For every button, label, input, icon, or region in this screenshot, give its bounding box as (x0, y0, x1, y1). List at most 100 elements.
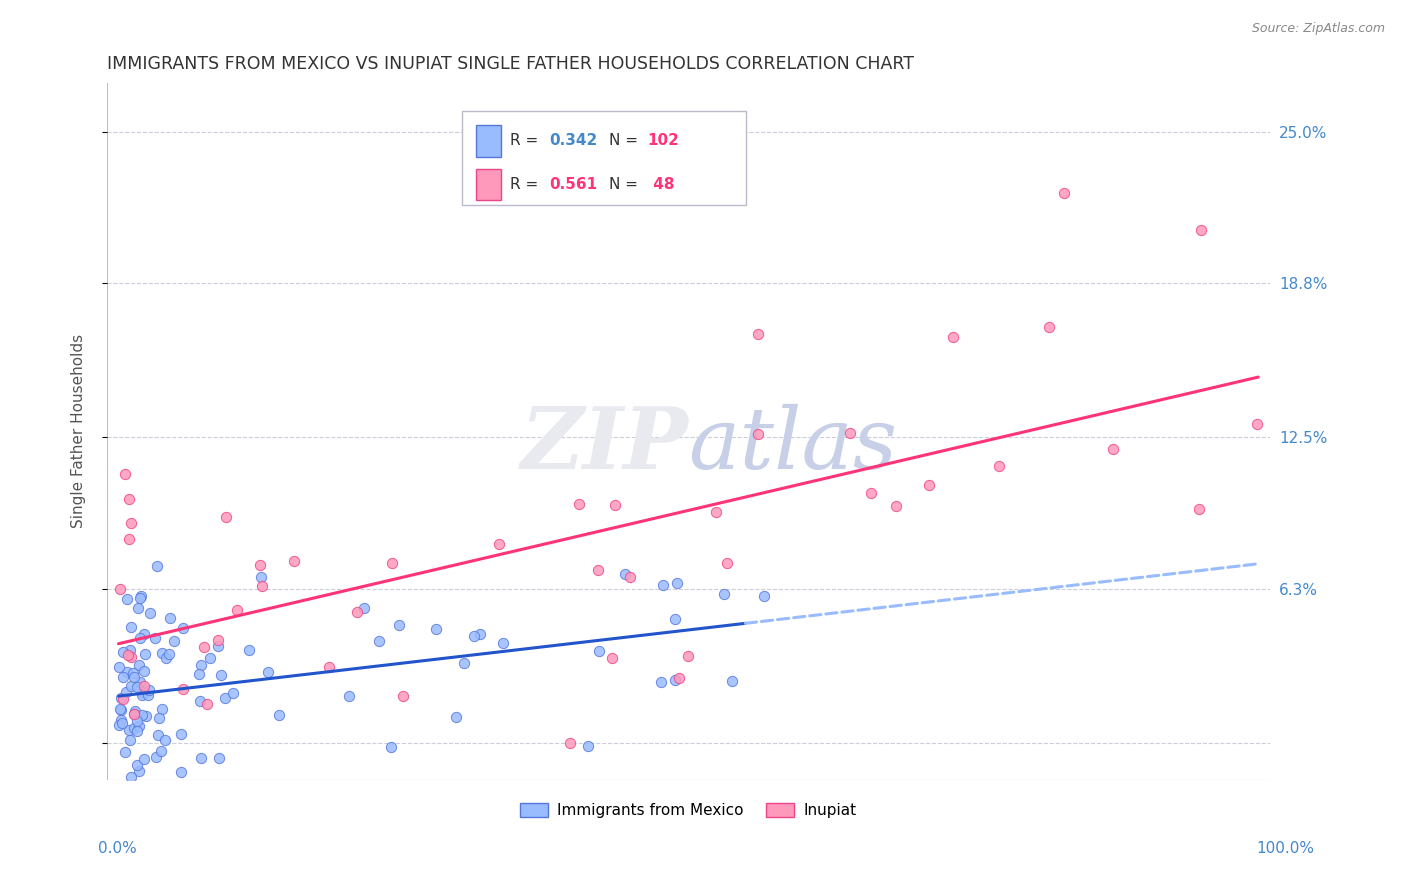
Point (346, 605, 368, 619)
Point (619, 570, 641, 584)
Bar (475, 169, 501, 200)
Point (214, 690, 236, 705)
Point (713, 587, 735, 601)
Point (143, 631, 166, 645)
Point (136, 688, 159, 702)
Point (392, 690, 415, 704)
Point (666, 576, 689, 591)
Point (222, 685, 245, 699)
Point (142, 785, 165, 799)
Point (1101, 442, 1123, 456)
Point (1053, 186, 1076, 200)
Point (463, 629, 485, 643)
Text: N =: N = (609, 177, 643, 192)
Point (256, 665, 278, 679)
Point (600, 651, 623, 665)
Point (112, 645, 135, 659)
Point (752, 589, 775, 603)
Point (884, 500, 907, 514)
Point (453, 656, 475, 670)
Point (190, 751, 212, 765)
FancyBboxPatch shape (461, 111, 747, 205)
Point (128, 764, 150, 778)
Point (209, 667, 232, 681)
Point (190, 694, 212, 708)
Point (120, 649, 142, 664)
Point (146, 728, 169, 742)
Point (747, 426, 769, 441)
Point (318, 659, 340, 673)
Point (115, 685, 138, 699)
Point (172, 621, 194, 635)
Point (132, 664, 155, 678)
Point (188, 667, 211, 681)
Point (198, 651, 221, 665)
Point (152, 646, 174, 660)
Point (127, 680, 149, 694)
Point (128, 658, 150, 673)
Point (146, 559, 169, 574)
Point (650, 674, 672, 689)
Point (614, 567, 637, 582)
Point (226, 603, 249, 617)
Point (135, 709, 157, 723)
Point (131, 708, 153, 723)
Point (676, 649, 699, 664)
Text: 100.0%: 100.0% (1257, 841, 1315, 856)
Point (132, 626, 155, 640)
Point (207, 632, 229, 647)
Point (120, 620, 142, 634)
Point (153, 782, 176, 797)
Point (652, 578, 675, 592)
Point (131, 685, 153, 699)
Point (568, 497, 591, 511)
Point (576, 739, 599, 753)
Point (108, 718, 131, 732)
Point (124, 704, 146, 718)
Point (193, 640, 215, 654)
Point (153, 733, 176, 747)
Point (1038, 320, 1060, 334)
Point (987, 458, 1010, 473)
Point (720, 674, 742, 689)
Text: atlas: atlas (689, 404, 897, 486)
Point (134, 648, 156, 662)
Point (110, 582, 132, 597)
Point (195, 698, 218, 712)
Point (132, 752, 155, 766)
Point (664, 612, 686, 626)
Point (704, 505, 727, 519)
Point (664, 673, 686, 688)
Point (425, 622, 447, 636)
Point (110, 713, 132, 727)
Point (283, 554, 305, 568)
Point (127, 758, 149, 772)
Point (238, 643, 260, 657)
Point (860, 485, 883, 500)
Point (125, 723, 148, 738)
Point (110, 702, 132, 716)
Point (367, 633, 389, 648)
Point (558, 736, 581, 750)
Point (125, 714, 148, 728)
Point (215, 510, 238, 524)
Point (129, 591, 152, 606)
Point (111, 715, 134, 730)
Point (120, 679, 142, 693)
Point (668, 671, 690, 685)
Text: 102: 102 (648, 134, 679, 148)
Point (115, 665, 138, 679)
Point (139, 606, 162, 620)
Point (114, 467, 136, 482)
Point (716, 556, 738, 570)
Point (605, 498, 627, 512)
Point (446, 710, 468, 724)
Point (150, 702, 173, 716)
Point (1188, 502, 1211, 516)
Point (122, 706, 145, 721)
Point (118, 533, 141, 547)
Text: ZIP: ZIP (520, 403, 689, 487)
Point (118, 723, 141, 737)
Point (122, 665, 145, 680)
Point (747, 327, 769, 342)
